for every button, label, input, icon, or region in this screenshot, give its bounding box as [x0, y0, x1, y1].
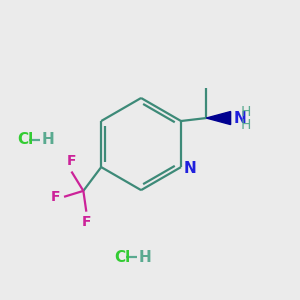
Text: F: F	[67, 154, 76, 168]
Text: H: H	[139, 250, 152, 265]
Text: Cl: Cl	[114, 250, 130, 265]
Text: F: F	[51, 190, 61, 204]
Text: N: N	[183, 161, 196, 176]
Text: N: N	[234, 110, 246, 125]
Polygon shape	[206, 112, 231, 124]
Text: H: H	[241, 104, 251, 118]
Text: H: H	[42, 132, 55, 147]
Text: F: F	[82, 215, 91, 229]
Text: Cl: Cl	[18, 132, 34, 147]
Text: H: H	[241, 118, 251, 132]
